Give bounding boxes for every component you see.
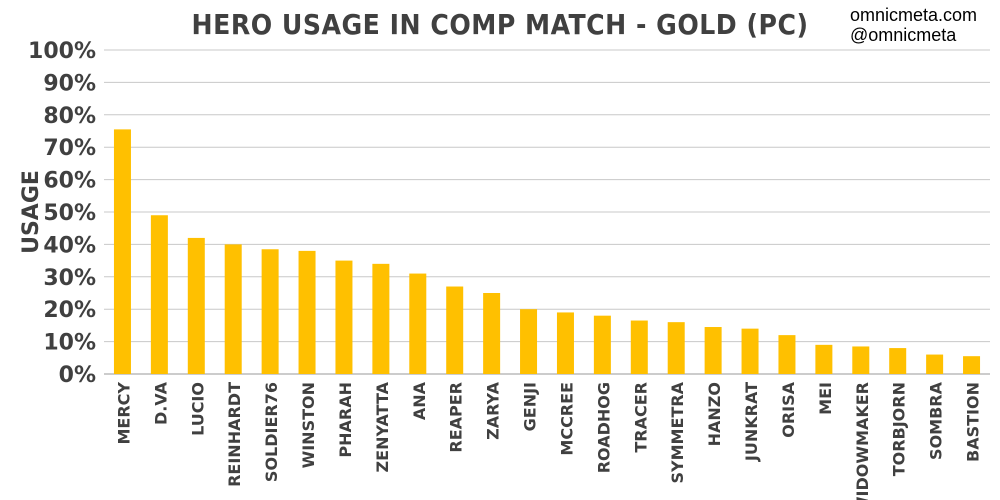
x-tick-label: WIDOWMAKER xyxy=(853,382,872,500)
y-tick-label: 10% xyxy=(43,331,96,356)
x-tick-label: PHARAH xyxy=(336,382,355,458)
bar-ana xyxy=(409,273,427,374)
bar-torbjorn xyxy=(889,348,907,374)
bar-winston xyxy=(298,250,316,374)
bar-bastion xyxy=(963,356,981,374)
y-tick-label: 40% xyxy=(43,233,96,258)
bar-widowmaker xyxy=(852,346,870,374)
x-tick-label: MEI xyxy=(816,382,835,415)
y-tick-label: 50% xyxy=(43,201,96,226)
y-tick-label: 30% xyxy=(43,266,96,291)
bar-zarya xyxy=(483,293,501,374)
y-axis-label: USAGE xyxy=(19,170,44,254)
x-tick-label: REINHARDT xyxy=(225,382,244,487)
bar-mei xyxy=(815,344,833,374)
y-tick-label: 20% xyxy=(43,298,96,323)
bar-reinhardt xyxy=(224,244,242,374)
y-tick-labels: 0% 10% 20% 30% 40% 50% 60% 70% 80% 90% 100% xyxy=(28,39,96,388)
x-tick-label: SOMBRA xyxy=(927,381,946,460)
bar-soldier76 xyxy=(261,249,279,374)
y-tick-label: 100% xyxy=(28,39,96,64)
bar-pharah xyxy=(335,260,353,374)
x-tick-labels: MERCY D.VA LUCIO REINHARDT SOLDIER76 WINSTON P… xyxy=(114,381,982,500)
x-tick-label: ZARYA xyxy=(484,381,503,439)
bar-mercy xyxy=(113,129,131,374)
chart-title: HERO USAGE IN COMP MATCH - GOLD (PC) xyxy=(192,8,809,41)
x-tick-label: REAPER xyxy=(447,382,466,453)
x-tick-label: ORISA xyxy=(779,381,798,437)
bar-d-va xyxy=(150,215,168,374)
x-tick-label: GENJI xyxy=(521,382,540,431)
bar-mccree xyxy=(556,312,574,374)
bar-zenyatta xyxy=(372,263,390,374)
y-tick-label: 70% xyxy=(43,136,96,161)
x-tick-label: SYMMETRA xyxy=(668,381,687,483)
x-tick-label: ZENYATTA xyxy=(373,381,392,472)
y-tick-label: 0% xyxy=(59,363,96,388)
gridlines xyxy=(104,49,990,375)
credit-handle: @omnicmeta xyxy=(850,25,957,45)
x-tick-label: ANA xyxy=(410,381,429,420)
x-tick-label: JUNKRAT xyxy=(742,382,761,462)
bars xyxy=(113,129,981,374)
x-tick-label: MERCY xyxy=(114,382,133,445)
bar-hanzo xyxy=(704,327,722,374)
x-tick-label: TRACER xyxy=(631,382,650,453)
x-tick-label: BASTION xyxy=(964,382,983,462)
x-tick-label: HANZO xyxy=(705,382,724,446)
bar-lucio xyxy=(187,237,205,374)
x-tick-label: MCCREE xyxy=(557,382,576,456)
x-tick-label: SOLDIER76 xyxy=(262,382,281,482)
bar-symmetra xyxy=(667,322,685,374)
bar-sombra xyxy=(926,354,944,374)
bar-orisa xyxy=(778,335,796,374)
x-tick-label: TORBJORN xyxy=(890,382,909,476)
y-tick-label: 90% xyxy=(43,71,96,96)
bar-reaper xyxy=(446,286,464,374)
y-tick-label: 80% xyxy=(43,104,96,129)
y-tick-label: 60% xyxy=(43,169,96,194)
credit-website: omnicmeta.com xyxy=(850,5,977,25)
bar-roadhog xyxy=(593,315,611,374)
bar-genji xyxy=(520,309,538,374)
x-tick-label: ROADHOG xyxy=(594,382,613,473)
x-tick-label: D.VA xyxy=(151,381,170,425)
bar-tracer xyxy=(630,320,648,374)
bar-junkrat xyxy=(741,328,759,374)
x-tick-label: LUCIO xyxy=(188,382,207,436)
x-tick-label: WINSTON xyxy=(299,382,318,468)
